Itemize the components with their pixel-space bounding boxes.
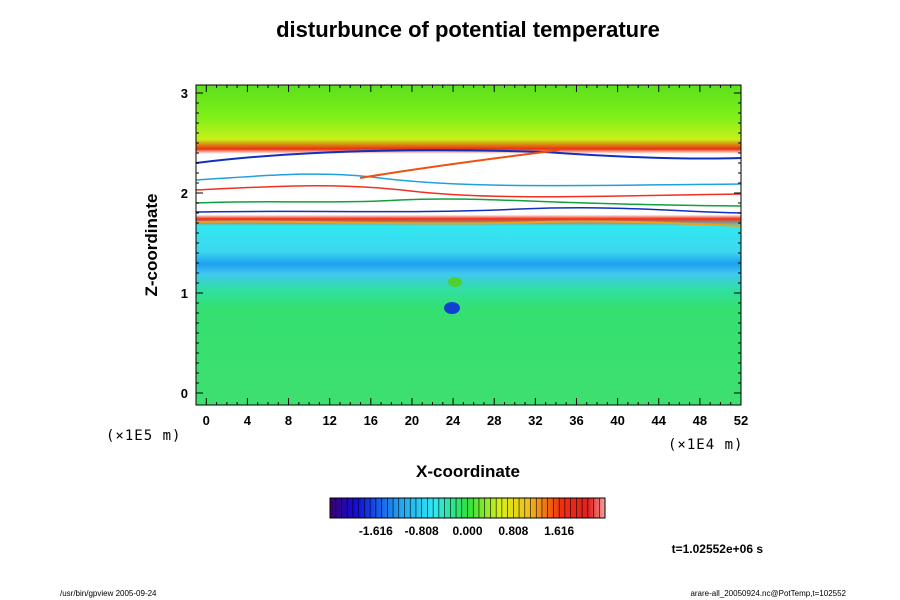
field-stripe (196, 149, 741, 164)
field-stripe (196, 207, 741, 214)
plot-area (196, 85, 741, 405)
y-tick-label: 2 (181, 186, 188, 201)
x-tick-label: 24 (446, 413, 461, 428)
colorbar-tick-label: -1.616 (359, 524, 393, 538)
x-tick-label: 28 (487, 413, 501, 428)
field-stripe (196, 173, 741, 187)
x-tick-label: 52 (734, 413, 748, 428)
field-background (196, 85, 741, 405)
field-stripe (196, 184, 741, 198)
x-tick-label: 12 (322, 413, 336, 428)
x-tick-label: 44 (652, 413, 667, 428)
y-axis: 0 1 2 3 (181, 86, 741, 401)
field-stripe (359, 149, 561, 179)
x-tick-label: 8 (285, 413, 292, 428)
x-unit-label: (×1E4 m) (668, 437, 743, 453)
colorbar-ticks: -1.616 -0.808 0.000 0.808 1.616 (329, 498, 606, 538)
y-unit-label: (×1E5 m) (106, 428, 181, 444)
vortex-upper (448, 277, 462, 287)
x-axis-label: X-coordinate (416, 462, 520, 481)
footer-left: /usr/bin/gpview 2005-09-24 (60, 589, 157, 598)
x-tick-label: 20 (405, 413, 419, 428)
y-axis-label: Z-coordinate (142, 194, 161, 297)
colorbar-tick-label: 0.808 (498, 524, 528, 538)
plot-frame (195, 84, 742, 406)
colorbar-tick-label: -0.808 (405, 524, 439, 538)
footer-right: arare-all_20050924.nc@PotTemp,t=102552 (690, 589, 846, 598)
x-axis: 0 4 8 12 16 20 24 28 32 36 40 44 48 52 (203, 85, 748, 428)
x-tick-label: 36 (569, 413, 583, 428)
x-tick-label: 0 (203, 413, 210, 428)
x-tick-label: 32 (528, 413, 542, 428)
vortex-lower (444, 302, 460, 314)
x-tick-label: 48 (693, 413, 707, 428)
colorbar-tick-label: 0.000 (452, 524, 482, 538)
y-tick-label: 0 (181, 386, 188, 401)
colorbar-tick-label: 1.616 (544, 524, 574, 538)
x-tick-label: 4 (244, 413, 252, 428)
time-label: t=1.02552e+06 s (672, 542, 764, 556)
y-tick-label: 1 (181, 286, 188, 301)
x-tick-label: 40 (610, 413, 624, 428)
field-stripe (196, 220, 741, 227)
field-stripe (196, 198, 741, 207)
x-tick-label: 16 (364, 413, 378, 428)
chart-title: disturbunce of potential temperature (276, 17, 660, 42)
y-tick-label: 3 (181, 86, 188, 101)
